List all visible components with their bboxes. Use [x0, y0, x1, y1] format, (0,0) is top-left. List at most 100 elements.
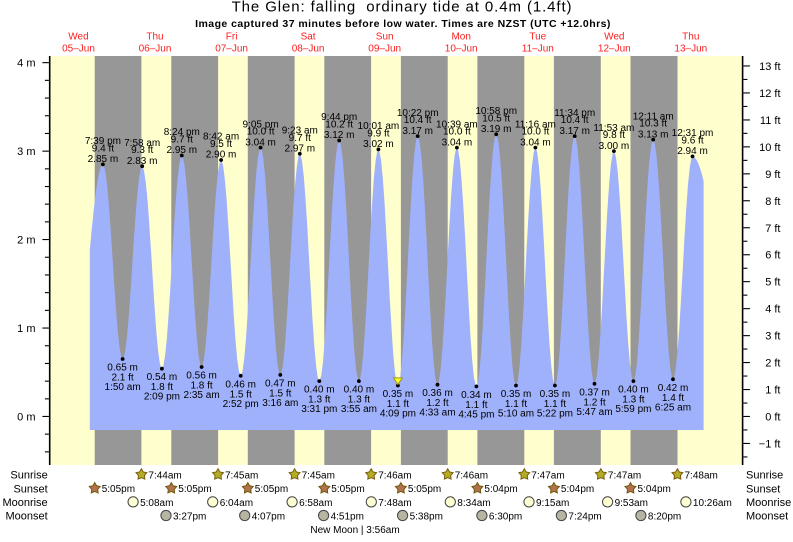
- svg-text:13–Jun: 13–Jun: [674, 43, 707, 54]
- svg-text:0 ft: 0 ft: [765, 412, 780, 424]
- svg-text:08–Jun: 08–Jun: [292, 43, 325, 54]
- svg-text:9.7 ft: 9.7 ft: [289, 133, 311, 144]
- svg-text:5:22 pm: 5:22 pm: [537, 409, 573, 420]
- svg-text:3.17 m: 3.17 m: [402, 126, 433, 137]
- svg-text:11–Jun: 11–Jun: [522, 43, 554, 54]
- svg-text:07–Jun: 07–Jun: [215, 43, 248, 54]
- svg-text:1.2 ft: 1.2 ft: [426, 398, 448, 409]
- svg-text:1.5 ft: 1.5 ft: [269, 388, 291, 399]
- svg-text:6:30pm: 6:30pm: [489, 511, 522, 522]
- svg-text:8:34am: 8:34am: [457, 498, 490, 509]
- svg-text:Thu: Thu: [682, 31, 699, 42]
- svg-text:7:46am: 7:46am: [378, 470, 411, 481]
- svg-text:2.94 m: 2.94 m: [677, 146, 708, 157]
- svg-text:2.97 m: 2.97 m: [285, 144, 316, 155]
- svg-text:7:44am: 7:44am: [148, 470, 181, 481]
- svg-text:5:05pm: 5:05pm: [331, 484, 364, 495]
- svg-text:8:20pm: 8:20pm: [648, 511, 681, 522]
- svg-text:06–Jun: 06–Jun: [139, 43, 172, 54]
- svg-text:13 ft: 13 ft: [759, 61, 780, 73]
- svg-text:1.5 ft: 1.5 ft: [230, 389, 252, 400]
- svg-text:3 ft: 3 ft: [765, 331, 780, 343]
- svg-text:2.85 m: 2.85 m: [88, 154, 119, 165]
- svg-text:5:04pm: 5:04pm: [484, 484, 517, 495]
- svg-text:2:09 pm: 2:09 pm: [144, 392, 180, 403]
- svg-text:7 ft: 7 ft: [765, 223, 780, 235]
- svg-text:3.04 m: 3.04 m: [520, 137, 551, 148]
- svg-text:0.46 m: 0.46 m: [225, 379, 256, 390]
- svg-text:9.3 ft: 9.3 ft: [131, 145, 153, 156]
- svg-text:9.7 ft: 9.7 ft: [171, 135, 193, 146]
- svg-text:7:24pm: 7:24pm: [568, 511, 601, 522]
- svg-text:6 ft: 6 ft: [765, 250, 780, 262]
- svg-text:11:16 am: 11:16 am: [515, 119, 556, 130]
- svg-text:11:34 pm: 11:34 pm: [554, 108, 595, 119]
- svg-text:1 ft: 1 ft: [765, 385, 780, 397]
- svg-text:0.47 m: 0.47 m: [265, 378, 296, 389]
- svg-text:12:11 am: 12:11 am: [633, 111, 674, 122]
- svg-text:1.3 ft: 1.3 ft: [348, 395, 370, 406]
- svg-text:3.17 m: 3.17 m: [559, 126, 590, 137]
- svg-text:2:52 pm: 2:52 pm: [223, 399, 259, 410]
- svg-text:Moonrise: Moonrise: [746, 497, 791, 509]
- svg-text:3:55 am: 3:55 am: [341, 404, 377, 415]
- svg-text:7:47am: 7:47am: [531, 470, 564, 481]
- svg-text:12:31 pm: 12:31 pm: [672, 128, 714, 139]
- svg-text:Sat: Sat: [301, 31, 316, 42]
- svg-text:1.1 ft: 1.1 ft: [387, 399, 409, 410]
- svg-text:9.6 ft: 9.6 ft: [681, 135, 703, 146]
- svg-text:9:53am: 9:53am: [615, 498, 648, 509]
- svg-text:2.1 ft: 2.1 ft: [111, 373, 133, 384]
- svg-text:0.40 m: 0.40 m: [344, 385, 375, 396]
- svg-text:3.04 m: 3.04 m: [442, 137, 473, 148]
- svg-text:3:16 am: 3:16 am: [262, 398, 298, 409]
- svg-text:7:47am: 7:47am: [608, 470, 641, 481]
- svg-text:6:25 am: 6:25 am: [655, 402, 691, 413]
- svg-text:Sun: Sun: [376, 31, 394, 42]
- svg-text:Mon: Mon: [451, 31, 470, 42]
- svg-text:3.00 m: 3.00 m: [599, 141, 630, 152]
- svg-text:5:08am: 5:08am: [140, 498, 173, 509]
- svg-text:4 ft: 4 ft: [765, 304, 780, 316]
- svg-text:4:07pm: 4:07pm: [252, 511, 285, 522]
- svg-text:1:50 am: 1:50 am: [105, 382, 141, 393]
- svg-text:9 ft: 9 ft: [765, 169, 780, 181]
- svg-text:4 m: 4 m: [17, 58, 35, 70]
- svg-text:3.13 m: 3.13 m: [638, 129, 669, 140]
- svg-text:5:05pm: 5:05pm: [408, 484, 441, 495]
- svg-text:3.02 m: 3.02 m: [363, 139, 394, 150]
- svg-text:5:38pm: 5:38pm: [410, 511, 443, 522]
- svg-text:7:45am: 7:45am: [225, 470, 258, 481]
- svg-text:Sunset: Sunset: [746, 483, 780, 495]
- svg-text:5:05pm: 5:05pm: [102, 484, 135, 495]
- svg-text:11 ft: 11 ft: [760, 115, 781, 127]
- svg-text:Sunset: Sunset: [13, 483, 47, 495]
- svg-text:Wed: Wed: [604, 31, 624, 42]
- svg-text:10:22 pm: 10:22 pm: [397, 108, 439, 119]
- svg-text:10:39 am: 10:39 am: [436, 119, 478, 130]
- svg-text:10:01 am: 10:01 am: [358, 121, 400, 132]
- svg-text:10.0 ft: 10.0 ft: [247, 127, 275, 138]
- svg-text:1.3 ft: 1.3 ft: [622, 395, 644, 406]
- svg-text:5:05pm: 5:05pm: [178, 484, 211, 495]
- svg-text:The Glen: falling ordinary ti: The Glen: falling ordinary tide at 0.4m …: [232, 0, 573, 16]
- svg-text:0.42 m: 0.42 m: [658, 383, 689, 394]
- svg-text:8:42 am: 8:42 am: [203, 132, 239, 143]
- svg-text:Image captured 37 minutes befo: Image captured 37 minutes before low wat…: [195, 18, 611, 30]
- svg-text:10–Jun: 10–Jun: [445, 43, 478, 54]
- svg-text:9:15am: 9:15am: [536, 498, 569, 509]
- svg-text:Moonset: Moonset: [5, 511, 47, 523]
- svg-text:8:24 pm: 8:24 pm: [164, 127, 200, 138]
- svg-text:05–Jun: 05–Jun: [62, 43, 95, 54]
- svg-text:2.83 m: 2.83 m: [127, 156, 158, 167]
- svg-text:0.35 m: 0.35 m: [540, 389, 571, 400]
- svg-text:New Moon | 3:56am: New Moon | 3:56am: [310, 525, 399, 536]
- svg-text:2 m: 2 m: [17, 235, 35, 247]
- svg-text:0 m: 0 m: [17, 412, 35, 424]
- svg-text:9:05 pm: 9:05 pm: [243, 119, 279, 130]
- svg-text:Moonrise: Moonrise: [2, 497, 47, 509]
- svg-text:10:26am: 10:26am: [693, 498, 732, 509]
- svg-text:4:33 am: 4:33 am: [419, 408, 455, 419]
- svg-text:Fri: Fri: [226, 31, 238, 42]
- svg-text:0.56 m: 0.56 m: [186, 371, 217, 382]
